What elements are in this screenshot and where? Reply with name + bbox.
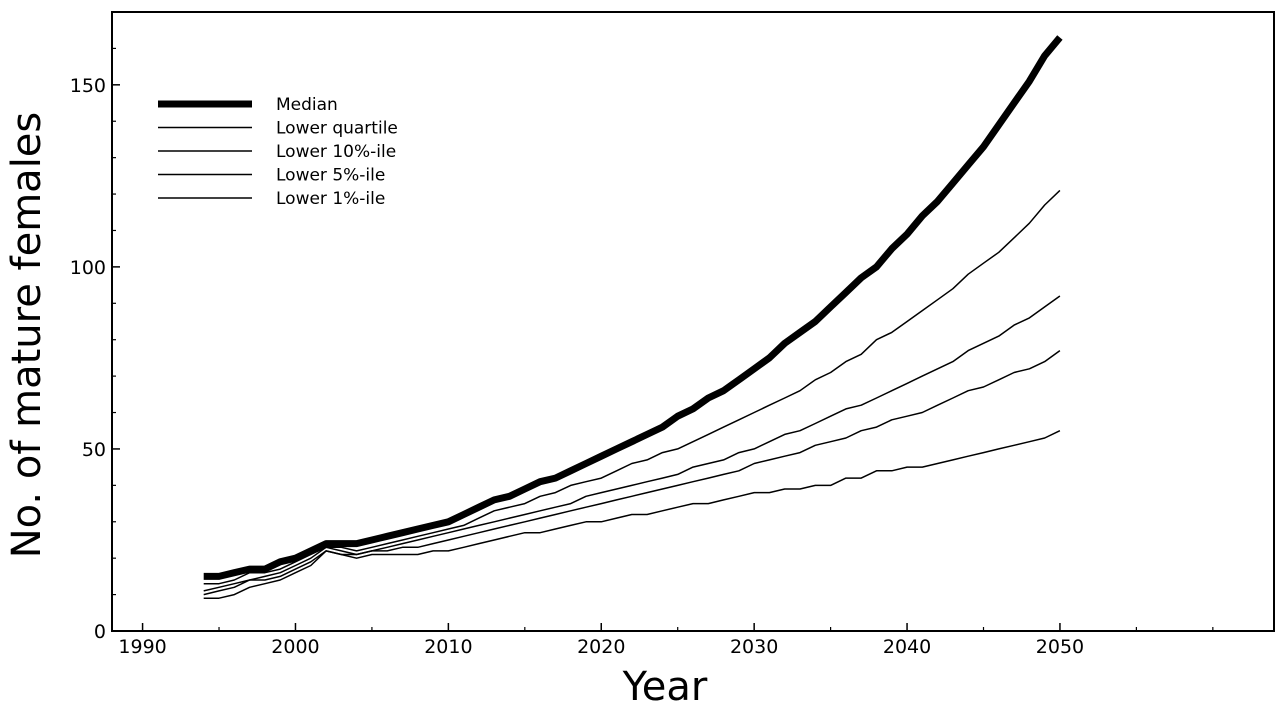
- legend-label-lower-1-ile: Lower 1%-ile: [276, 189, 385, 209]
- legend-label-lower-quartile: Lower quartile: [276, 119, 398, 139]
- x-tick-label: 2010: [424, 636, 472, 658]
- x-tick-label: 2050: [1036, 636, 1084, 658]
- y-axis-ticks: 0 50 100 150: [70, 11, 120, 643]
- y-tick-label: 100: [70, 257, 106, 279]
- series-line-lower-5-ile: [203, 349, 1061, 596]
- legend-label-lower-10-ile: Lower 10%-ile: [276, 142, 396, 162]
- x-axis-title: Year: [622, 664, 708, 708]
- x-tick-label: 2020: [577, 636, 625, 658]
- legend-label-lower-5-ile: Lower 5%-ile: [276, 166, 385, 186]
- series-line-lower-quartile: [203, 189, 1061, 585]
- y-tick-label: 50: [82, 439, 106, 461]
- series-line-median: [203, 35, 1063, 580]
- y-tick-label: 150: [70, 75, 106, 97]
- y-axis-title: No. of mature females: [4, 112, 50, 559]
- x-tick-label: 1990: [118, 636, 166, 658]
- x-axis-ticks: 1990 2000 2010 2020 2030 2040 2050: [118, 623, 1214, 658]
- legend: Median Lower quartile Lower 10%-ile Lower 5…: [158, 95, 398, 209]
- x-tick-label: 2030: [730, 636, 778, 658]
- plot-frame: [111, 11, 1275, 632]
- x-tick-label: 2000: [271, 636, 319, 658]
- x-tick-label: 2040: [883, 636, 931, 658]
- legend-label-median: Median: [276, 95, 338, 115]
- y-tick-label: 0: [94, 621, 106, 643]
- series-line-lower-1-ile: [203, 430, 1061, 599]
- series-line-lower-10-ile: [203, 295, 1061, 592]
- series-lines: [203, 35, 1063, 599]
